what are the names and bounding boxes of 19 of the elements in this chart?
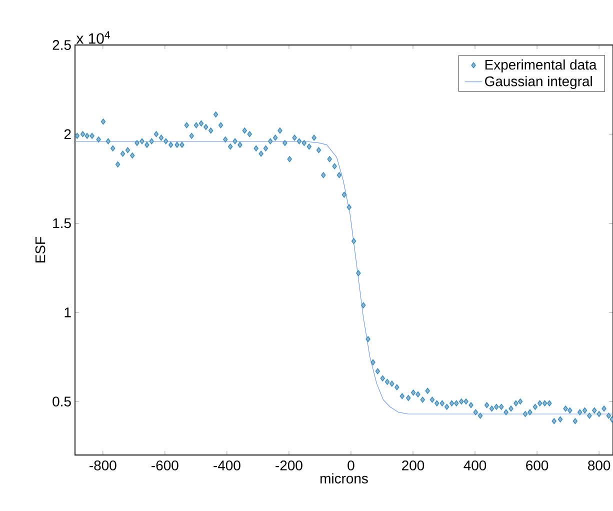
legend-label: Experimental data [485,59,597,72]
x-tick-label: -200 [276,460,302,470]
y-tick-label: 2 [64,129,71,139]
y-tick-label: 0.5 [52,396,71,406]
x-tick-label: -600 [152,460,178,470]
x-tick-label: -800 [90,460,116,470]
y-axis-title: ESF [35,236,46,262]
y-tick-label: 1.5 [53,218,71,228]
text: x 10$^{4}$ [76,31,110,44]
x-tick-label: 0 [348,460,354,470]
x-tick-label: -400 [214,460,240,470]
x-tick-label: 600 [526,460,548,470]
x-tick-label: 400 [464,460,486,470]
y-tick-label: 1 [64,308,71,318]
x-tick-label: 800 [588,460,610,470]
y-tick-label: 2.5 [52,40,71,50]
legend-label: Gaussian integral [485,76,592,90]
x-axis-title: microns [320,473,368,484]
x-tick-label: 200 [402,460,424,470]
